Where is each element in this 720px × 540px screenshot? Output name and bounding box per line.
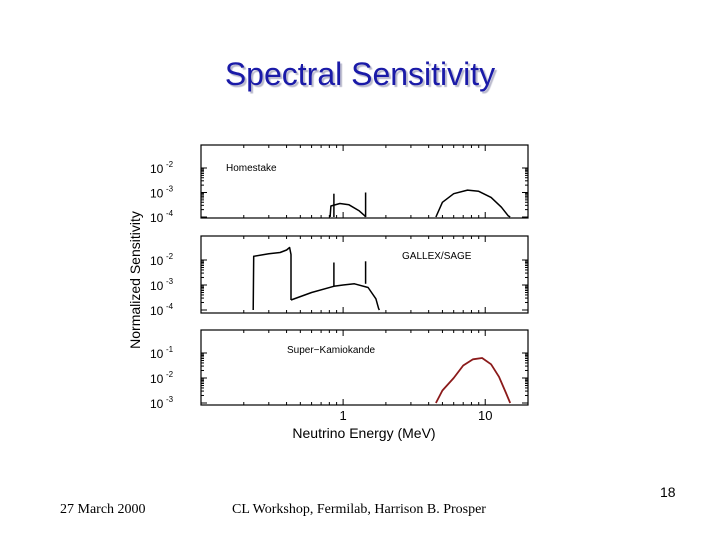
y-tick-label: 10 — [150, 304, 164, 318]
x-tick-label: 10 — [478, 408, 492, 423]
y-tick-exponent: -3 — [166, 185, 174, 194]
curve-homestake-8b — [435, 189, 511, 218]
panel-label-homestake: Homestake — [226, 163, 277, 174]
y-axis-title: Normalized Sensitivity — [127, 211, 143, 349]
x-tick-label: 1 — [339, 408, 346, 423]
y-tick-exponent: -2 — [166, 252, 174, 261]
y-tick-exponent: -4 — [166, 209, 174, 218]
y-tick-exponent: -4 — [166, 302, 174, 311]
page-number: 18 — [660, 484, 676, 500]
y-tick-label: 10 — [150, 347, 164, 361]
panel-label-super-kamiokande: Super−Kamiokande — [287, 345, 376, 356]
y-tick-exponent: -2 — [166, 160, 174, 169]
y-tick-exponent: -1 — [166, 345, 174, 354]
y-tick-label: 10 — [150, 254, 164, 268]
curve-gallex-sage-continuum — [290, 283, 381, 311]
curve-homestake-pp-be-pep-region — [329, 202, 367, 218]
panel-label-gallex-sage: GALLEX/SAGE — [402, 251, 472, 262]
y-tick-exponent: -3 — [166, 395, 174, 404]
y-tick-label: 10 — [150, 372, 164, 386]
footer-credit: CL Workshop, Fermilab, Harrison B. Prosp… — [232, 502, 486, 517]
panel-frame-homestake — [200, 144, 529, 219]
x-axis-title: Neutrino Energy (MeV) — [292, 425, 435, 441]
footer-date: 27 March 2000 — [60, 502, 146, 517]
y-tick-label: 10 — [150, 397, 164, 411]
curve-super-kamiokande-8b — [435, 357, 512, 404]
curve-gallex-sage-pp — [252, 246, 292, 311]
y-tick-label: 10 — [150, 162, 164, 176]
panel-frame-gallex-sage — [200, 235, 529, 314]
y-tick-label: 10 — [150, 187, 164, 201]
y-tick-exponent: -2 — [166, 370, 174, 379]
y-tick-label: 10 — [150, 279, 164, 293]
slide-title: Spectral Sensitivity — [224, 56, 496, 92]
panel-frame-super-kamiokande — [200, 329, 529, 406]
y-tick-label: 10 — [150, 211, 164, 225]
y-tick-exponent: -3 — [166, 277, 174, 286]
